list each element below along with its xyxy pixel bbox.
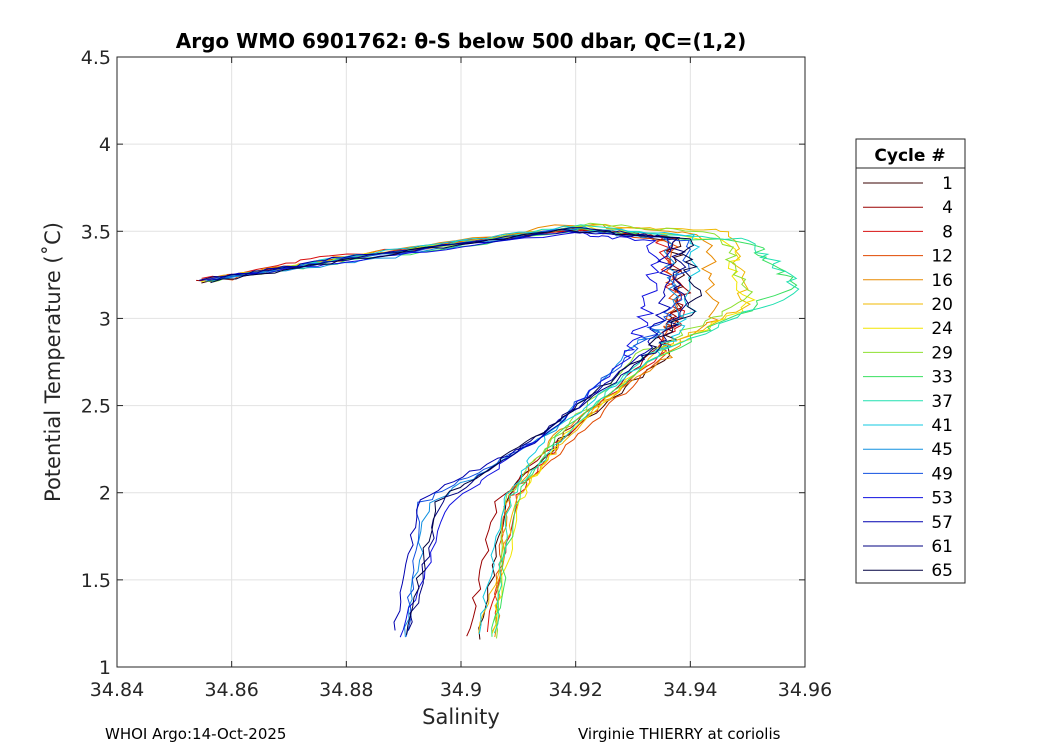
footer-left: WHOI Argo:14-Oct-2025 [105,725,287,743]
x-tick-label-5: 34.94 [663,679,717,701]
legend-label-20: 20 [931,295,953,315]
x-tick-label-6: 34.96 [778,679,832,701]
legend-label-61: 61 [931,537,953,557]
legend-label-53: 53 [931,489,953,509]
x-tick-label-3: 34.9 [440,679,482,701]
x-tick-label-0: 34.84 [90,679,144,701]
legend-entries: 1 4 8 12 16 20 24 29 33 37 41 45 49 53 57 61 65 [863,174,953,581]
series-line-cycle-49 [212,228,692,637]
series-line-cycle-61 [199,227,689,631]
y-tick-label-2: 2 [99,483,111,505]
series-line-cycle-24 [201,224,756,634]
y-tick-label-0: 1 [99,657,111,679]
legend-label-41: 41 [931,416,953,436]
series-line-cycle-53 [200,231,662,638]
legend-label-24: 24 [931,319,953,339]
y-tick-label-5: 3.5 [81,221,111,243]
legend-label-65: 65 [931,561,953,581]
legend-label-45: 45 [931,440,953,460]
legend-label-16: 16 [931,271,953,291]
legend-label-29: 29 [931,343,953,363]
y-tick-label-1: 1.5 [81,570,111,592]
series-line-cycle-33 [207,227,798,637]
legend-title: Cycle # [874,146,945,166]
x-tick-label-1: 34.86 [204,679,258,701]
y-tick-label-6: 4 [99,134,111,156]
x-axis: 34.84 34.86 34.88 34.9 34.92 34.94 34.96 [90,57,832,701]
x-tick-label-4: 34.92 [548,679,602,701]
x-tick-label-2: 34.88 [319,679,373,701]
legend-label-57: 57 [931,513,953,533]
series-layer [196,222,800,640]
x-axis-label: Salinity [422,705,500,729]
legend-label-4: 4 [942,198,953,218]
legend-box [855,138,966,584]
legend-label-1: 1 [942,174,953,194]
legend-label-33: 33 [931,368,953,388]
y-axis: 1 1.5 2 2.5 3 3.5 4 4.5 [81,47,805,679]
footer-right: Virginie THIERRY at coriolis [578,725,781,743]
legend-label-8: 8 [942,222,953,242]
y-tick-label-7: 4.5 [81,47,111,69]
series-line-cycle-65 [210,228,703,635]
y-axis-label: Potential Temperature (˚C) [41,222,65,502]
y-tick-label-3: 2.5 [81,396,111,418]
y-tick-label-4: 3 [99,308,111,330]
chart-title: Argo WMO 6901762: θ-S below 500 dbar, QC… [176,29,746,53]
legend: Cycle # 1 4 8 12 16 20 24 29 33 37 41 45 49 53 57 61 65 [855,138,966,584]
legend-label-37: 37 [931,392,953,412]
legend-label-49: 49 [931,464,953,484]
legend-label-12: 12 [931,247,953,267]
